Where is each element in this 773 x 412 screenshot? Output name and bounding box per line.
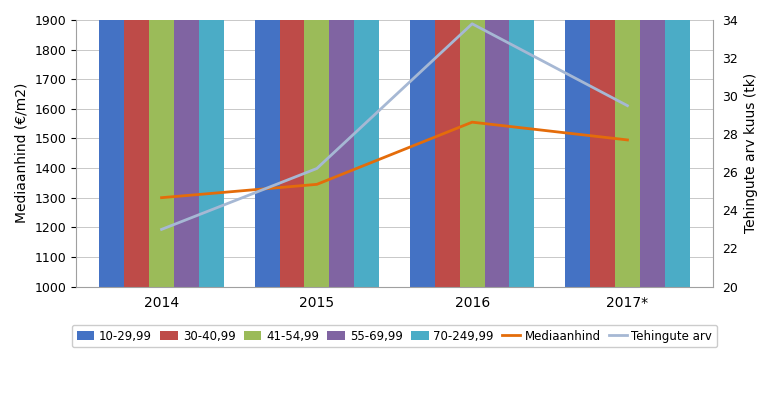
Bar [590, 0, 615, 286]
Bar [665, 0, 690, 286]
Bar [485, 0, 509, 286]
Bar [435, 0, 460, 286]
Bar [460, 0, 485, 286]
Bar [329, 0, 354, 286]
Bar [255, 0, 280, 286]
Bar [149, 0, 174, 286]
Bar [199, 0, 223, 286]
Bar [174, 0, 199, 286]
Bar [509, 0, 534, 286]
Bar [100, 0, 124, 286]
Bar [305, 0, 329, 286]
Bar [280, 0, 305, 286]
Bar [640, 0, 665, 286]
Bar [615, 0, 640, 286]
Bar [565, 0, 590, 286]
Bar [124, 0, 149, 286]
Bar [354, 0, 379, 286]
Bar [410, 0, 435, 286]
Y-axis label: Tehingute arv kuus (tk): Tehingute arv kuus (tk) [744, 73, 758, 233]
Legend: 10-29,99, 30-40,99, 41-54,99, 55-69,99, 70-249,99, Mediaanhind, Tehingute arv: 10-29,99, 30-40,99, 41-54,99, 55-69,99, … [72, 325, 717, 347]
Y-axis label: Mediaanhind (€/m2): Mediaanhind (€/m2) [15, 83, 29, 223]
